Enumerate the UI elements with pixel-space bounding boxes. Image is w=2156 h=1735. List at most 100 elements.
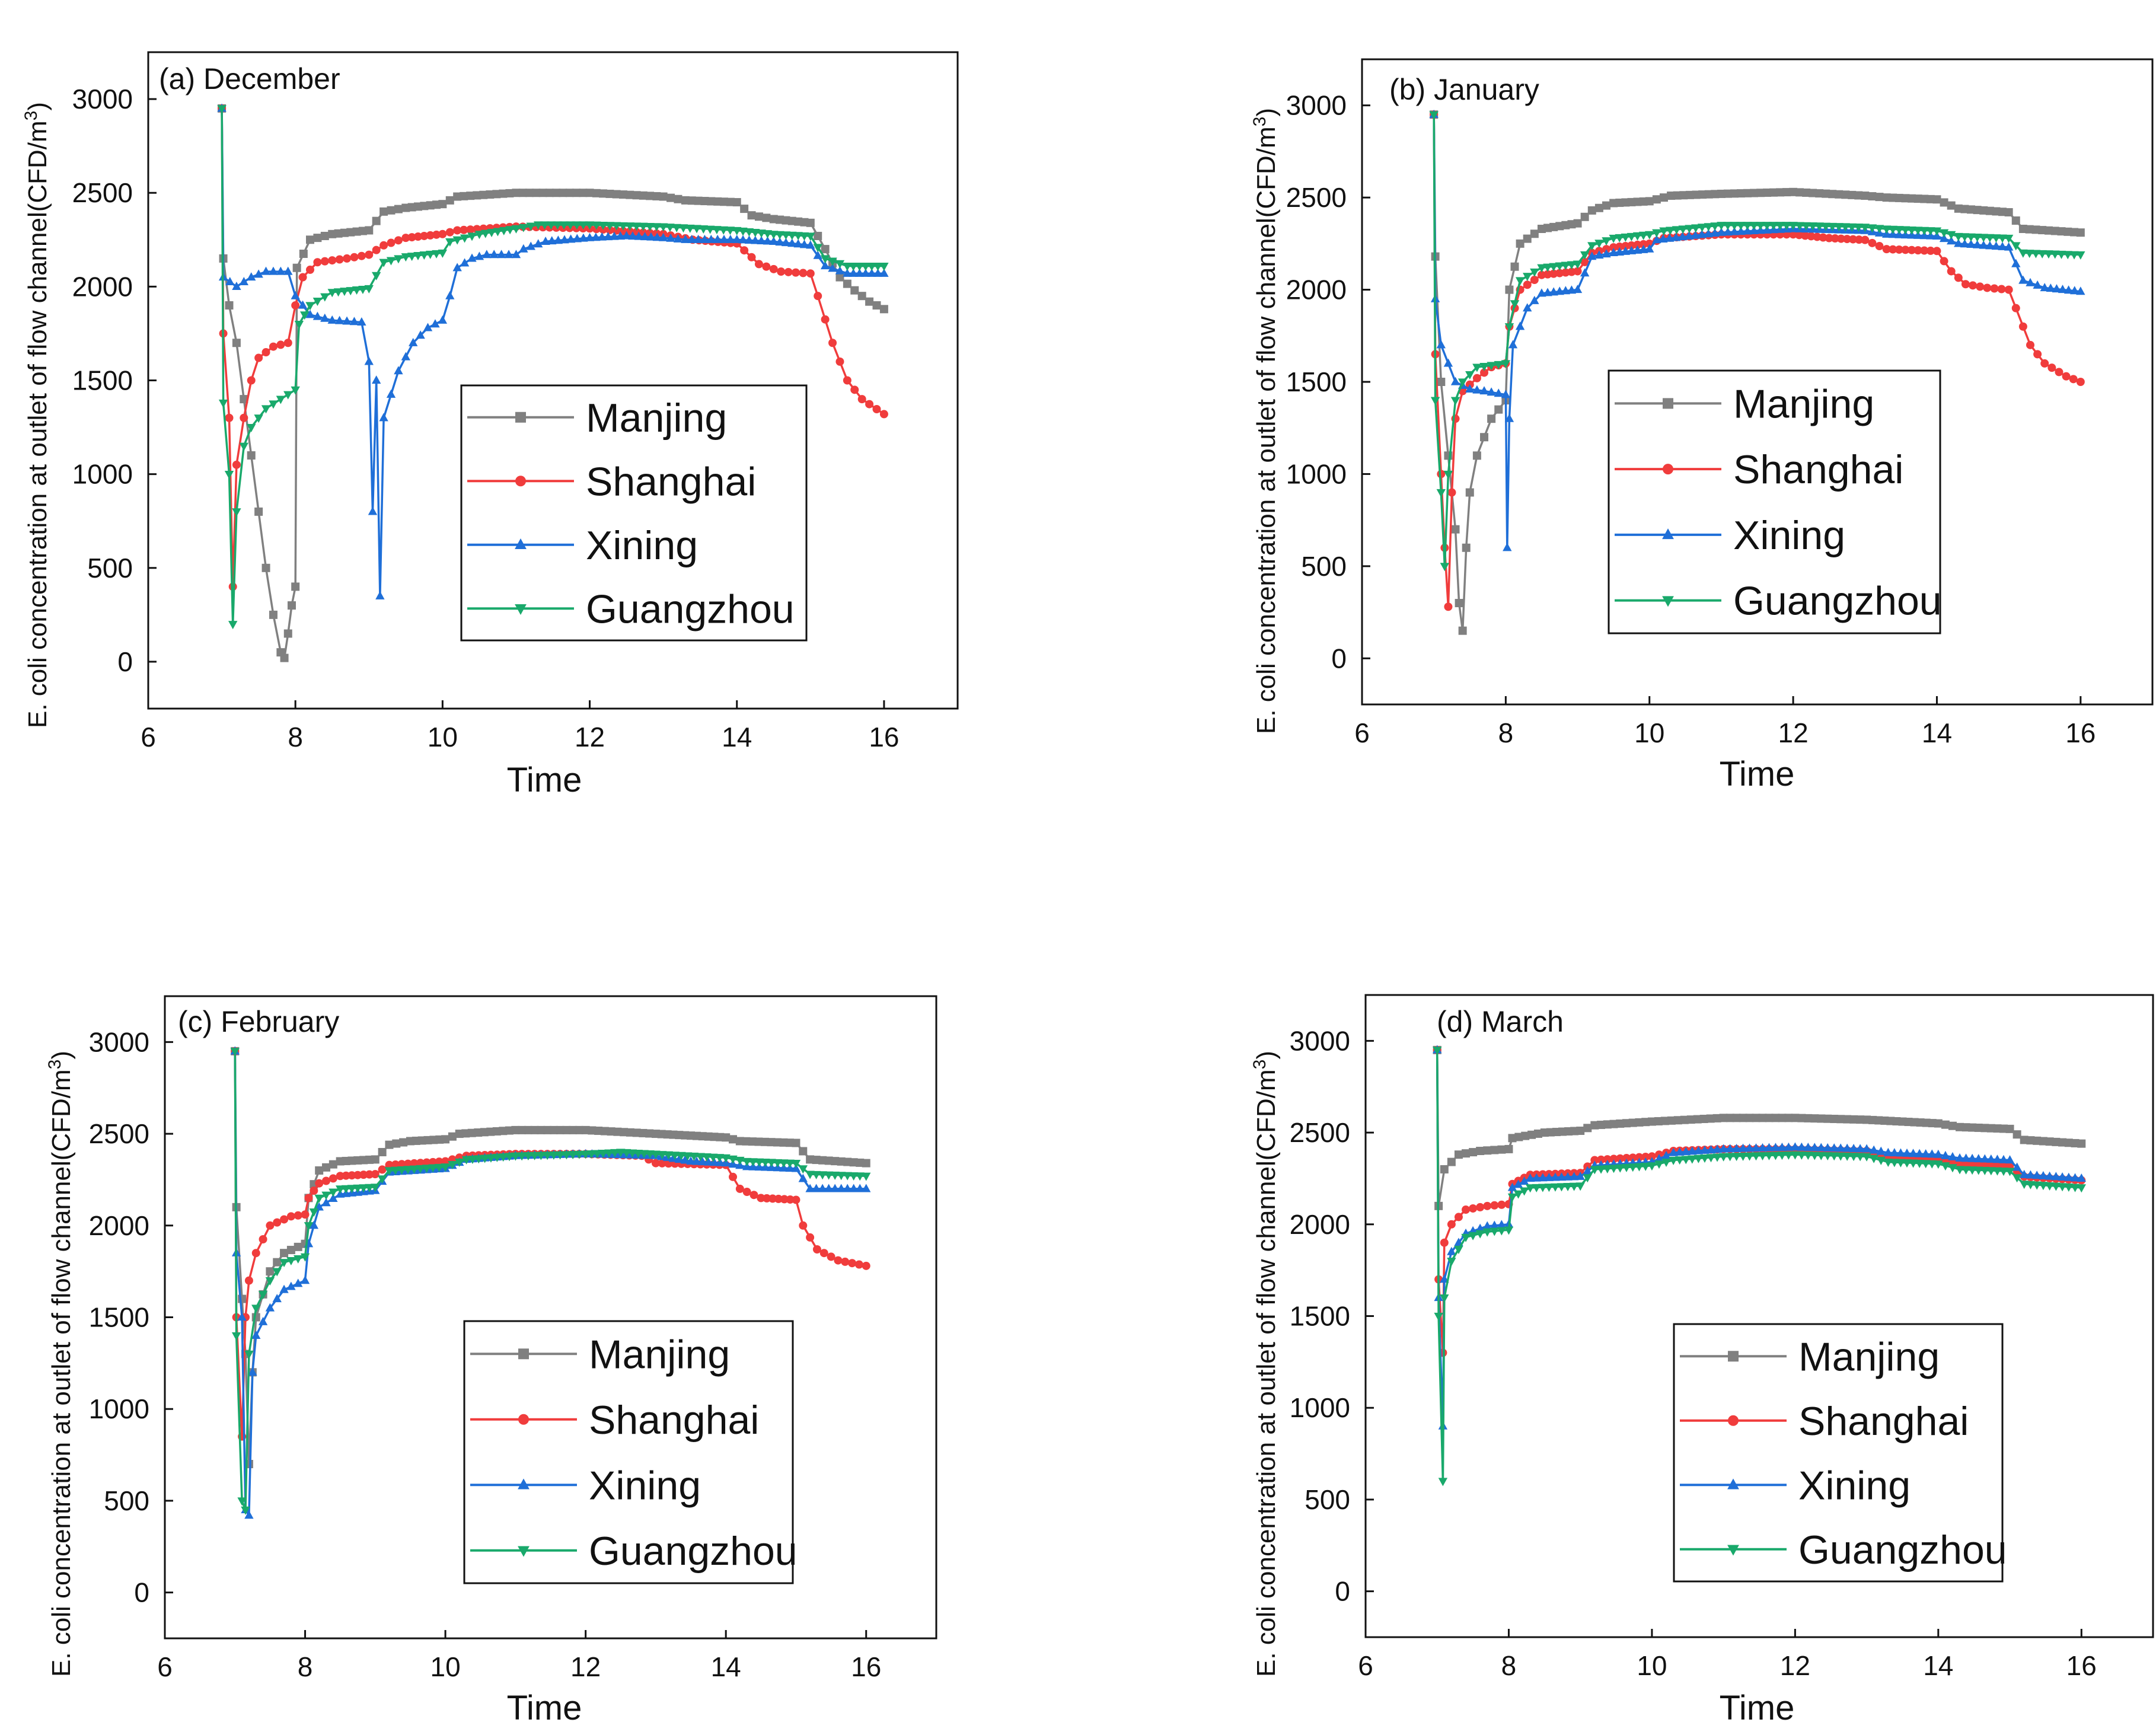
data-point — [1842, 235, 1851, 244]
data-point — [2076, 378, 2085, 386]
data-point — [448, 1161, 457, 1170]
data-point — [378, 1148, 387, 1157]
data-point — [314, 1194, 324, 1203]
data-point — [2063, 227, 2072, 236]
data-point — [1795, 231, 1804, 240]
data-point — [652, 192, 661, 200]
data-point — [1684, 231, 1694, 240]
x-tick-label: 14 — [1922, 717, 1952, 748]
data-point — [445, 228, 454, 237]
data-point — [1479, 362, 1489, 371]
data-point — [1647, 1162, 1657, 1171]
data-point — [1555, 262, 1564, 271]
data-point — [1842, 1152, 1852, 1161]
data-point — [1960, 205, 1969, 213]
data-point — [712, 226, 722, 235]
data-point — [678, 224, 688, 233]
data-point — [2069, 375, 2078, 384]
data-point — [505, 226, 515, 235]
data-point — [1580, 212, 1589, 221]
data-point — [1986, 1154, 1996, 1163]
data-point — [359, 1184, 368, 1193]
data-point — [276, 266, 286, 275]
panel-c: 0 500 1000 1500 2000 2500 3000 6 8 10 12 14 16 Time E.… — [45, 995, 937, 1727]
data-point — [2019, 1181, 2029, 1189]
data-point — [1828, 222, 1837, 231]
data-point — [1525, 1184, 1535, 1193]
data-point — [681, 196, 690, 205]
data-point — [328, 256, 337, 265]
data-point — [312, 311, 323, 320]
data-point — [1836, 1152, 1845, 1161]
data-point — [1515, 321, 1525, 330]
data-point — [1883, 1158, 1893, 1167]
data-point — [1567, 261, 1577, 270]
data-point — [254, 353, 263, 362]
data-point — [806, 1155, 815, 1164]
data-point — [294, 1255, 303, 1264]
data-point — [341, 1185, 351, 1194]
data-point — [394, 255, 403, 264]
data-point — [1434, 1312, 1443, 1321]
data-point — [2004, 234, 2014, 243]
data-point — [1549, 269, 1558, 278]
data-point — [2026, 1136, 2035, 1145]
data-point — [379, 241, 388, 250]
data-point — [559, 189, 567, 197]
legend-marker — [515, 538, 527, 549]
data-point — [729, 1135, 738, 1144]
data-point — [1711, 190, 1720, 199]
data-point — [2044, 250, 2053, 259]
data-point — [394, 236, 403, 245]
data-point — [1810, 1152, 1819, 1160]
data-point — [1436, 340, 1446, 349]
panel-b: 0 500 1000 1500 2000 2500 3000 6 8 10 12 14 16 Time E.… — [1250, 58, 2154, 793]
data-point — [1822, 189, 1830, 198]
data-point — [1895, 226, 1904, 235]
data-point — [1440, 1294, 1449, 1303]
data-point — [579, 189, 588, 197]
data-point — [1569, 1172, 1579, 1181]
data-point — [769, 231, 779, 240]
data-point — [1890, 1148, 1899, 1157]
data-point — [658, 1159, 666, 1168]
data-point — [455, 1130, 464, 1138]
data-point — [618, 222, 628, 231]
data-point — [279, 1259, 289, 1268]
data-point — [805, 1184, 815, 1192]
data-point — [732, 227, 742, 235]
data-point — [1972, 233, 1982, 242]
data-point — [1901, 245, 1910, 254]
data-point — [228, 621, 238, 630]
data-point — [1482, 1221, 1492, 1230]
x-tick-label: 12 — [1780, 1650, 1810, 1681]
data-point — [664, 1151, 674, 1160]
data-point — [294, 321, 304, 330]
y-tick-label: 2500 — [72, 177, 133, 208]
data-point — [1691, 230, 1700, 239]
data-point — [692, 1156, 701, 1165]
data-point — [1946, 231, 1956, 240]
data-point — [1447, 1258, 1456, 1267]
data-point — [1661, 1150, 1671, 1159]
data-point — [1510, 262, 1519, 271]
data-point — [299, 311, 310, 320]
data-point — [1777, 1152, 1787, 1160]
data-point — [779, 1138, 788, 1147]
data-point — [836, 1184, 846, 1192]
data-point — [1669, 1147, 1678, 1156]
data-point — [855, 1172, 865, 1181]
data-point — [232, 281, 241, 290]
data-point — [1673, 1116, 1682, 1125]
data-point — [1501, 390, 1511, 398]
y-tick-label: 0 — [134, 1577, 149, 1608]
data-point — [698, 1157, 707, 1166]
data-point — [1647, 1117, 1656, 1126]
data-point — [1797, 1114, 1806, 1122]
data-point — [1609, 1154, 1618, 1163]
data-point — [1609, 234, 1618, 243]
y-tick-label: 2000 — [1286, 275, 1347, 305]
data-point — [1523, 234, 1532, 243]
data-point — [1472, 374, 1481, 382]
y-tick-label: 500 — [104, 1485, 149, 1516]
